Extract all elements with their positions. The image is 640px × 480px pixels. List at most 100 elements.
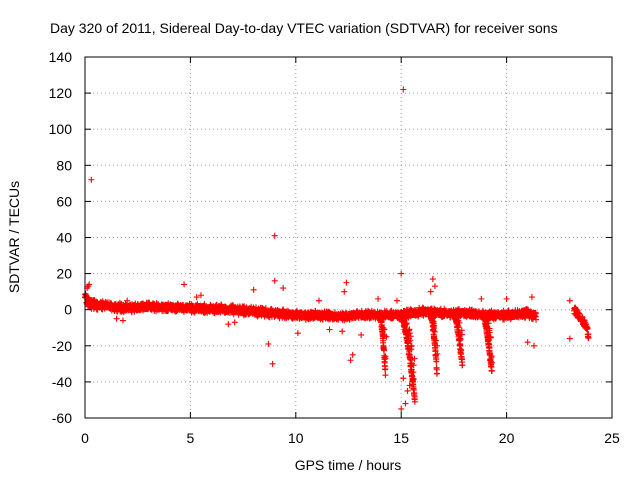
data-point — [458, 331, 465, 338]
data-point — [381, 326, 388, 333]
data-point — [343, 279, 350, 286]
data-point — [341, 288, 348, 295]
y-axis-label: SDTVAR / TECUs — [6, 181, 22, 293]
data-point — [434, 370, 441, 377]
data-point — [382, 355, 389, 362]
data-point — [269, 360, 276, 367]
data-point — [403, 320, 410, 327]
data-point — [197, 292, 204, 299]
data-point — [400, 375, 407, 382]
grid — [85, 57, 612, 418]
data-point — [531, 342, 538, 349]
data-point — [427, 288, 434, 295]
data-point — [488, 359, 495, 366]
x-tick-label: 10 — [288, 430, 304, 446]
data-point — [231, 319, 238, 326]
data-point — [488, 368, 495, 375]
data-point — [456, 337, 463, 344]
data-point — [486, 343, 493, 350]
data-point — [566, 335, 573, 342]
data-point — [431, 322, 438, 329]
data-point — [533, 316, 540, 323]
data-point — [478, 295, 485, 302]
data-point — [406, 382, 413, 389]
data-point — [145, 299, 152, 306]
data-point — [566, 297, 573, 304]
data-point — [584, 325, 591, 332]
data-point — [503, 295, 510, 302]
data-point — [575, 309, 582, 316]
data-point — [339, 328, 346, 335]
data-point — [484, 317, 491, 324]
data-points — [82, 86, 592, 412]
data-point — [411, 355, 418, 362]
x-axis-label: GPS time / hours — [295, 457, 402, 473]
x-tick-label: 25 — [604, 430, 620, 446]
data-point — [383, 333, 390, 340]
y-tick-label: 60 — [56, 193, 72, 209]
data-point — [457, 346, 464, 353]
x-tick-label: 0 — [81, 430, 89, 446]
data-point — [406, 326, 413, 333]
data-point — [378, 321, 385, 328]
data-point — [429, 314, 436, 321]
data-point — [410, 369, 417, 376]
data-point — [271, 277, 278, 284]
data-point — [119, 317, 126, 324]
data-point — [410, 362, 417, 369]
y-tick-label: 20 — [56, 266, 72, 282]
data-point — [434, 342, 441, 349]
y-tick-label: -40 — [52, 374, 72, 390]
data-point — [225, 321, 232, 328]
data-point — [124, 297, 131, 304]
y-tick-labels: -60 -40 -20 0 20 40 60 80 100 120 140 — [49, 49, 73, 426]
data-point — [459, 356, 466, 363]
data-point — [404, 387, 411, 394]
data-point — [487, 334, 494, 341]
data-point — [408, 342, 415, 349]
data-point — [326, 326, 333, 333]
data-point — [402, 400, 409, 407]
data-point — [265, 340, 272, 347]
data-point — [458, 346, 465, 353]
data-point — [88, 176, 95, 183]
data-point — [271, 232, 278, 239]
data-point — [455, 324, 462, 331]
data-point — [407, 333, 414, 340]
data-point — [398, 405, 405, 412]
data-point — [411, 389, 418, 396]
data-point — [181, 281, 188, 288]
data-point — [429, 276, 436, 283]
axis-ticks — [84, 56, 613, 419]
y-tick-label: -60 — [52, 410, 72, 426]
data-point — [434, 350, 441, 357]
y-tick-label: -20 — [52, 338, 72, 354]
data-point — [486, 329, 493, 336]
data-point — [294, 330, 301, 337]
data-point — [488, 354, 495, 361]
data-point — [400, 86, 407, 93]
data-point — [459, 362, 466, 369]
data-point — [380, 325, 387, 332]
y-tick-label: 140 — [49, 49, 73, 65]
data-point — [250, 286, 257, 293]
data-point — [398, 270, 405, 277]
data-point — [400, 312, 407, 319]
data-point — [393, 297, 400, 304]
data-point — [456, 319, 463, 326]
data-point — [113, 315, 120, 322]
data-point — [382, 366, 389, 373]
data-point — [193, 294, 200, 301]
chart-title: Day 320 of 2011, Sidereal Day-to-day VTE… — [50, 20, 558, 36]
data-point — [85, 283, 92, 290]
y-tick-label: 80 — [56, 157, 72, 173]
y-tick-label: 100 — [49, 121, 73, 137]
y-tick-label: 0 — [64, 302, 72, 318]
data-point — [375, 295, 382, 302]
data-point — [433, 358, 440, 365]
data-point — [349, 351, 356, 358]
x-tick-label: 15 — [393, 430, 409, 446]
x-tick-labels: 0 5 10 15 20 25 — [81, 430, 620, 446]
